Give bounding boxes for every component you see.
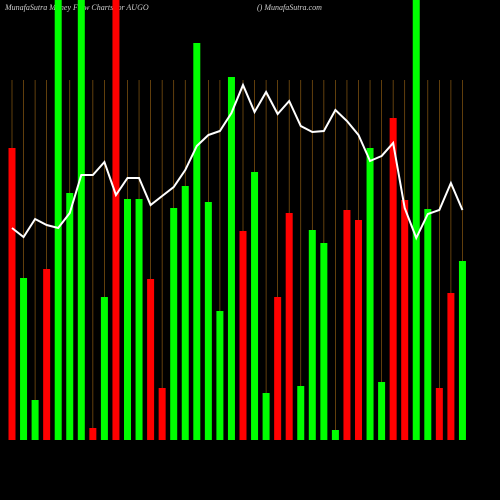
bar bbox=[124, 199, 131, 440]
bar bbox=[435, 388, 443, 440]
bar bbox=[43, 269, 51, 440]
bar bbox=[447, 293, 455, 440]
bar bbox=[297, 386, 305, 440]
bar bbox=[89, 428, 97, 440]
bar bbox=[77, 0, 85, 440]
bar bbox=[31, 400, 39, 440]
bar bbox=[262, 393, 270, 440]
bar bbox=[285, 213, 293, 440]
bar bbox=[204, 202, 212, 440]
bar bbox=[20, 278, 28, 440]
bar bbox=[8, 148, 16, 440]
bar bbox=[320, 243, 328, 440]
bar bbox=[308, 230, 316, 440]
money-flow-line bbox=[11, 82, 464, 241]
bar bbox=[216, 311, 224, 440]
bar bbox=[378, 382, 386, 440]
bar bbox=[343, 210, 351, 440]
bar bbox=[100, 297, 108, 440]
bar bbox=[401, 200, 409, 440]
bar bbox=[366, 148, 374, 440]
bar bbox=[424, 209, 432, 440]
bar bbox=[239, 231, 247, 440]
bar bbox=[389, 118, 397, 440]
bar bbox=[112, 0, 120, 440]
bar bbox=[170, 208, 178, 440]
bar bbox=[331, 430, 339, 440]
bar bbox=[251, 172, 259, 440]
bar bbox=[193, 43, 201, 440]
bar bbox=[227, 77, 235, 440]
bar bbox=[181, 186, 189, 440]
bar bbox=[158, 388, 166, 440]
bar bbox=[66, 193, 74, 440]
bar bbox=[135, 199, 143, 440]
chart-title: MunafaSutra Money Flow Charts for AUGO bbox=[4, 3, 149, 12]
bar bbox=[458, 261, 466, 440]
chart-subtitle: () MunafaSutra.com bbox=[257, 3, 322, 12]
bar bbox=[274, 297, 282, 440]
bar bbox=[147, 279, 155, 440]
bar bbox=[54, 0, 62, 440]
bar bbox=[355, 220, 362, 440]
bar bbox=[412, 0, 420, 440]
